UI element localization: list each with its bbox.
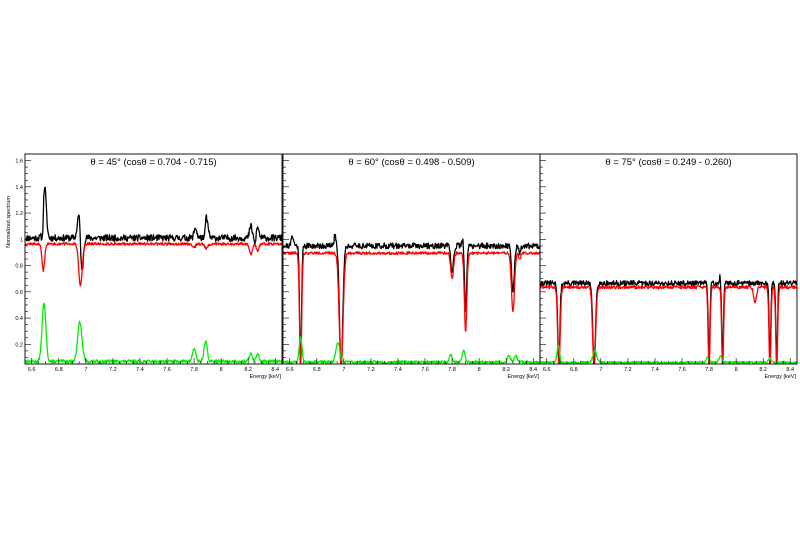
plot-frame bbox=[282, 153, 541, 365]
series-line-black bbox=[540, 274, 797, 364]
x-axis-label: Energy [keV] bbox=[765, 374, 797, 380]
y-tick-label: 1.4 bbox=[15, 185, 23, 191]
x-tick-label: 8 bbox=[220, 367, 223, 373]
series-line-red bbox=[25, 241, 282, 287]
series-line-red bbox=[283, 251, 540, 364]
x-tick-label: 8.2 bbox=[759, 367, 767, 373]
panel-title: θ = 75° (cosθ = 0.249 - 0.260) bbox=[605, 157, 731, 168]
y-tick-label: 0.6 bbox=[15, 290, 23, 296]
panel-3: 6.6 6.8 7 7.2 7.4 7.6 7.8 8 8.2 8.4 θ = 75° (cosθ … bbox=[539, 153, 798, 380]
series-line-green bbox=[283, 336, 540, 364]
x-tick-label: 6.8 bbox=[313, 367, 321, 373]
x-axis-label: Energy [keV] bbox=[508, 374, 540, 380]
x-tick-label: 6.6 bbox=[286, 367, 294, 373]
x-tick-label: 7 bbox=[84, 367, 87, 373]
x-axis-label: Energy [keV] bbox=[250, 374, 282, 380]
x-tick-label: 7.4 bbox=[136, 367, 144, 373]
y-axis-label: Normalized spectrum bbox=[6, 196, 12, 248]
panels-group: 6.6 6.8 7 7.2 7.4 7.6 7.8 8 8.2 8.4 0.2 0.4 0.6 0.8 1 1… bbox=[15, 153, 798, 380]
x-tick-label: 8.4 bbox=[529, 367, 537, 373]
x-tick-label: 7 bbox=[599, 367, 602, 373]
panel-1: 6.6 6.8 7 7.2 7.4 7.6 7.8 8 8.2 8.4 0.2 0.4 0.6 0.8 1 1… bbox=[15, 153, 283, 380]
y-tick-label: 1 bbox=[20, 237, 23, 243]
x-tick-label: 7.8 bbox=[448, 367, 456, 373]
plot-frame bbox=[539, 153, 798, 365]
x-tick-label: 6.6 bbox=[543, 367, 551, 373]
y-tick-label: 1.6 bbox=[15, 159, 23, 165]
x-tick-label: 6.8 bbox=[55, 367, 63, 373]
x-tick-label: 7 bbox=[342, 367, 345, 373]
x-tick-label: 7.4 bbox=[651, 367, 659, 373]
x-tick-label: 7.2 bbox=[624, 367, 632, 373]
x-tick-label: 8 bbox=[735, 367, 738, 373]
x-tick-label: 8 bbox=[478, 367, 481, 373]
y-tick-label: 0.4 bbox=[15, 316, 23, 322]
x-tick-label: 8.4 bbox=[786, 367, 794, 373]
x-tick-label: 7.8 bbox=[190, 367, 198, 373]
y-tick-label: 0.2 bbox=[15, 342, 23, 348]
series-line-green bbox=[540, 344, 797, 364]
x-tick-label: 7.6 bbox=[421, 367, 429, 373]
series-line-black bbox=[25, 186, 282, 271]
x-tick-label: 7.2 bbox=[109, 367, 117, 373]
series-line-black bbox=[283, 233, 540, 364]
series-line-green bbox=[25, 302, 282, 364]
x-tick-label: 8.2 bbox=[244, 367, 252, 373]
x-tick-label: 7.6 bbox=[163, 367, 171, 373]
plot-frame bbox=[24, 153, 283, 365]
y-tick-label: 0.8 bbox=[15, 264, 23, 270]
x-tick-label: 7.2 bbox=[367, 367, 375, 373]
x-tick-label: 7.6 bbox=[678, 367, 686, 373]
panel-title: θ = 45° (cosθ = 0.704 - 0.715) bbox=[90, 157, 216, 168]
panel-title: θ = 60° (cosθ = 0.498 - 0.509) bbox=[348, 157, 474, 168]
y-tick-label: 1.2 bbox=[15, 211, 23, 217]
series-group bbox=[540, 274, 797, 364]
x-tick-label: 7.8 bbox=[705, 367, 713, 373]
series-group bbox=[283, 233, 540, 364]
panel-2: 6.6 6.8 7 7.2 7.4 7.6 7.8 8 8.2 8.4 θ = 60° (cosθ … bbox=[282, 153, 541, 380]
series-line-red bbox=[540, 285, 797, 364]
x-tick-label: 8.2 bbox=[502, 367, 510, 373]
x-tick-label: 8.4 bbox=[271, 367, 279, 373]
x-tick-label: 6.6 bbox=[28, 367, 36, 373]
series-group bbox=[25, 186, 282, 364]
x-tick-label: 7.4 bbox=[394, 367, 402, 373]
x-tick-label: 6.8 bbox=[570, 367, 578, 373]
